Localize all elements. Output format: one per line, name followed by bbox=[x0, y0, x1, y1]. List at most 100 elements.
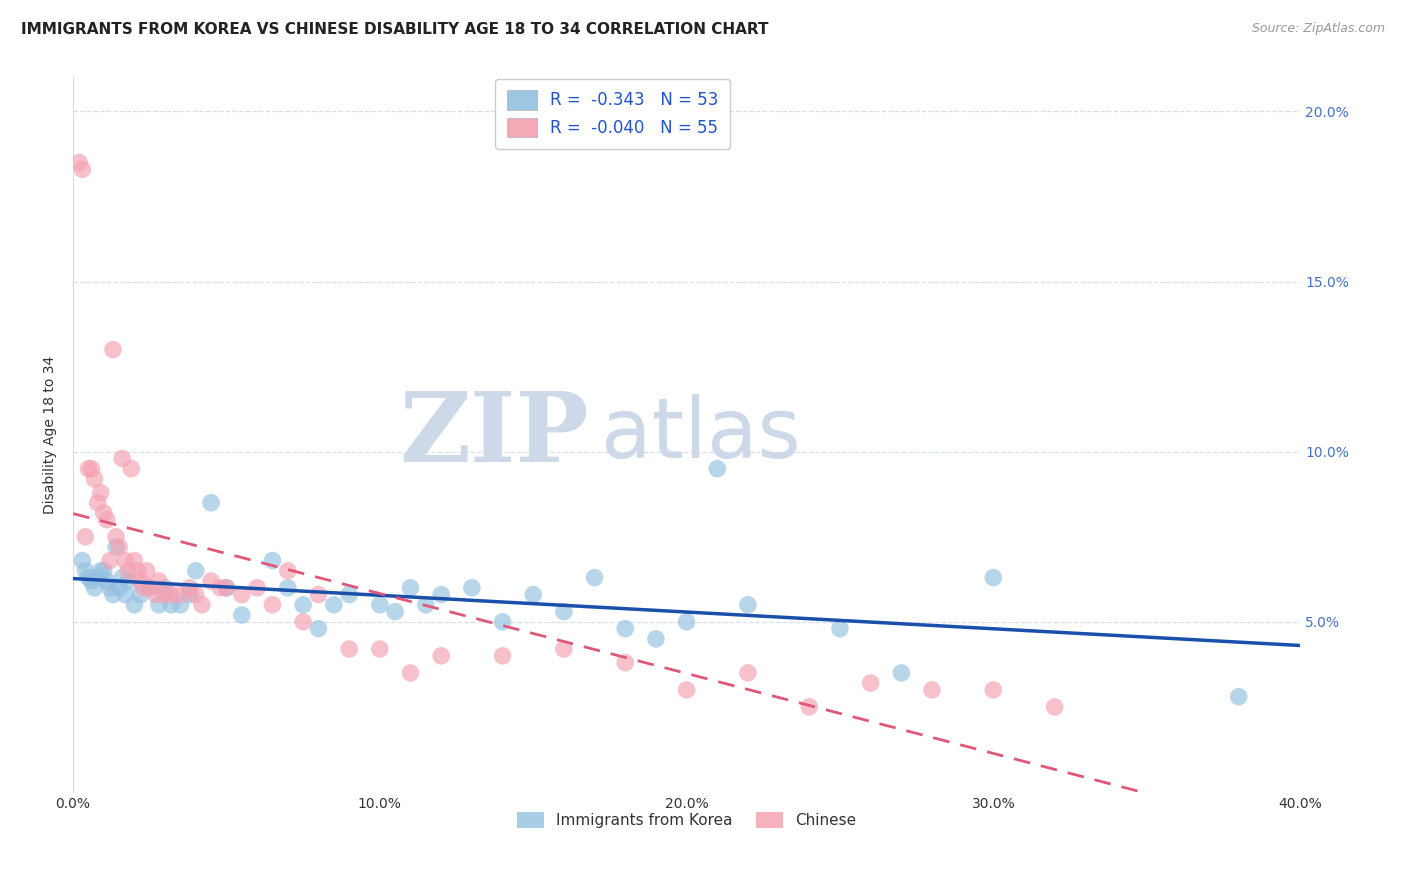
Point bbox=[209, 581, 232, 595]
Point bbox=[83, 472, 105, 486]
Point bbox=[75, 530, 97, 544]
Point bbox=[114, 588, 136, 602]
Point bbox=[981, 571, 1004, 585]
Point bbox=[96, 574, 118, 588]
Point bbox=[675, 682, 697, 697]
Text: IMMIGRANTS FROM KOREA VS CHINESE DISABILITY AGE 18 TO 34 CORRELATION CHART: IMMIGRANTS FROM KOREA VS CHINESE DISABIL… bbox=[21, 22, 769, 37]
Point bbox=[522, 588, 544, 602]
Point bbox=[98, 553, 121, 567]
Point bbox=[308, 622, 330, 636]
Point bbox=[399, 581, 422, 595]
Point bbox=[491, 648, 513, 663]
Point bbox=[72, 162, 94, 177]
Point bbox=[231, 588, 253, 602]
Point bbox=[98, 581, 121, 595]
Point bbox=[127, 564, 149, 578]
Point bbox=[430, 588, 453, 602]
Point bbox=[108, 581, 131, 595]
Point bbox=[72, 553, 94, 567]
Point bbox=[160, 588, 183, 602]
Text: atlas: atlas bbox=[600, 394, 800, 475]
Point bbox=[86, 571, 108, 585]
Point bbox=[337, 588, 360, 602]
Point bbox=[859, 676, 882, 690]
Point bbox=[90, 564, 112, 578]
Point bbox=[337, 642, 360, 657]
Point bbox=[322, 598, 344, 612]
Point bbox=[93, 506, 115, 520]
Point bbox=[491, 615, 513, 629]
Point bbox=[93, 564, 115, 578]
Point bbox=[399, 665, 422, 680]
Point bbox=[384, 605, 406, 619]
Point bbox=[145, 588, 167, 602]
Point bbox=[675, 615, 697, 629]
Point bbox=[828, 622, 851, 636]
Point bbox=[200, 496, 222, 510]
Point bbox=[231, 607, 253, 622]
Point bbox=[200, 574, 222, 588]
Point bbox=[129, 574, 152, 588]
Point bbox=[292, 615, 315, 629]
Y-axis label: Disability Age 18 to 34: Disability Age 18 to 34 bbox=[44, 356, 58, 514]
Point bbox=[80, 461, 103, 475]
Point bbox=[67, 155, 90, 169]
Point bbox=[737, 665, 759, 680]
Point bbox=[83, 581, 105, 595]
Point bbox=[645, 632, 668, 646]
Point bbox=[292, 598, 315, 612]
Point bbox=[124, 598, 146, 612]
Point bbox=[191, 598, 214, 612]
Point bbox=[415, 598, 437, 612]
Point bbox=[114, 553, 136, 567]
Point bbox=[308, 588, 330, 602]
Point bbox=[105, 530, 128, 544]
Point bbox=[75, 564, 97, 578]
Point bbox=[160, 598, 183, 612]
Point bbox=[169, 598, 191, 612]
Point bbox=[262, 553, 284, 567]
Text: Source: ZipAtlas.com: Source: ZipAtlas.com bbox=[1251, 22, 1385, 36]
Point bbox=[86, 496, 108, 510]
Point bbox=[553, 642, 575, 657]
Point bbox=[77, 571, 100, 585]
Point bbox=[120, 461, 142, 475]
Point bbox=[184, 588, 207, 602]
Point bbox=[737, 598, 759, 612]
Point bbox=[169, 588, 191, 602]
Point bbox=[184, 564, 207, 578]
Point bbox=[105, 540, 128, 554]
Point bbox=[153, 588, 176, 602]
Point bbox=[246, 581, 269, 595]
Point bbox=[706, 461, 728, 475]
Point bbox=[461, 581, 484, 595]
Point bbox=[1227, 690, 1250, 704]
Point bbox=[101, 588, 124, 602]
Text: ZIP: ZIP bbox=[399, 388, 589, 482]
Point bbox=[430, 648, 453, 663]
Point bbox=[139, 581, 162, 595]
Point bbox=[90, 485, 112, 500]
Point bbox=[277, 581, 299, 595]
Point bbox=[148, 598, 170, 612]
Point bbox=[921, 682, 943, 697]
Point bbox=[111, 571, 134, 585]
Point bbox=[148, 574, 170, 588]
Point bbox=[135, 564, 157, 578]
Point bbox=[215, 581, 238, 595]
Point bbox=[77, 461, 100, 475]
Point bbox=[80, 574, 103, 588]
Point bbox=[981, 682, 1004, 697]
Point bbox=[583, 571, 606, 585]
Point bbox=[614, 622, 637, 636]
Legend: Immigrants from Korea, Chinese: Immigrants from Korea, Chinese bbox=[510, 806, 863, 834]
Point bbox=[262, 598, 284, 612]
Point bbox=[368, 642, 391, 657]
Point bbox=[179, 588, 201, 602]
Point bbox=[117, 574, 139, 588]
Point bbox=[117, 564, 139, 578]
Point bbox=[553, 605, 575, 619]
Point bbox=[277, 564, 299, 578]
Point bbox=[101, 343, 124, 357]
Point bbox=[111, 451, 134, 466]
